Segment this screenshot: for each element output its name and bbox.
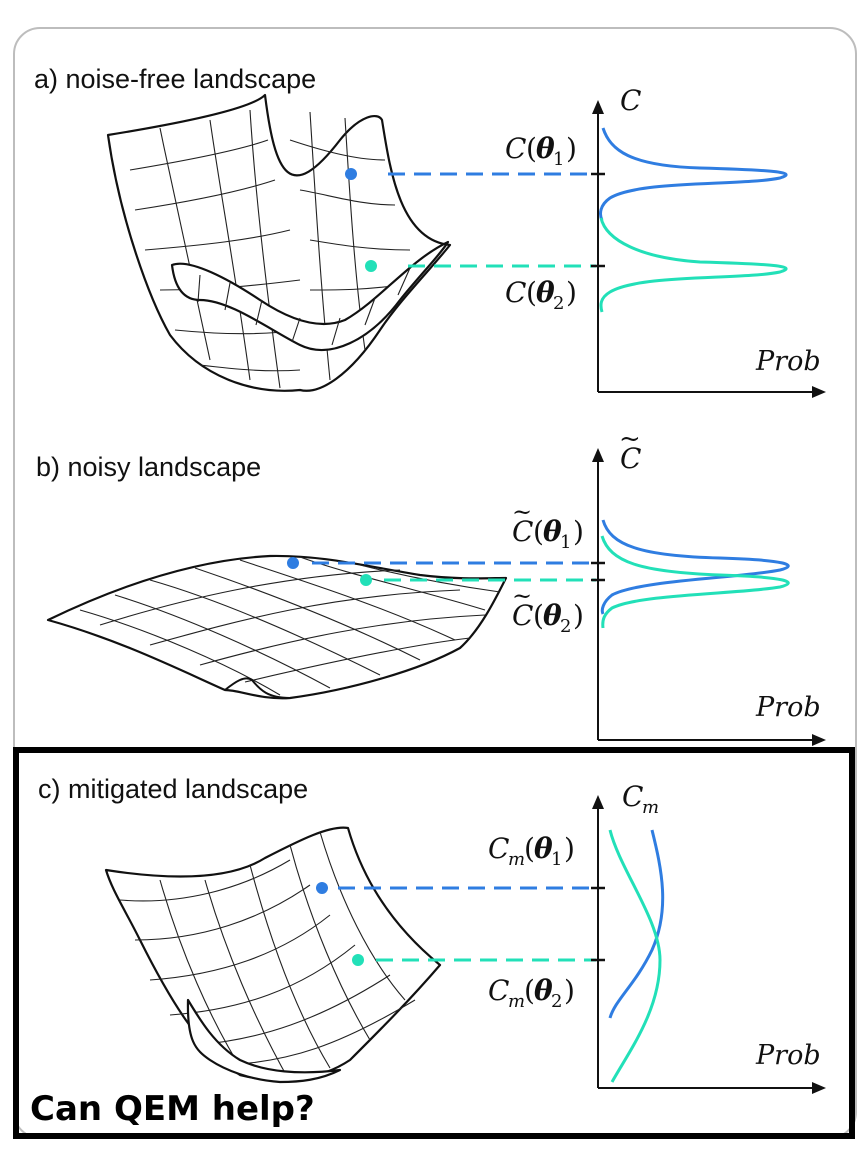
panel-c-theta2-curve — [608, 829, 662, 1083]
svg-text:θ: θ — [536, 132, 555, 165]
svg-text:): ) — [564, 974, 575, 1007]
panel-c-theta2-label: C m ( θ 2 ) — [488, 974, 575, 1012]
svg-text:(: ( — [526, 276, 537, 309]
panel-b-theta1-curve — [600, 519, 790, 615]
panel-b-label: b) noisy landscape — [36, 452, 261, 482]
svg-text:C: C — [512, 599, 533, 632]
panel-c-x-arrow — [812, 1082, 826, 1094]
panel-c-surface — [104, 826, 442, 1084]
panel-a-axis-symbol: C — [620, 84, 641, 117]
panel-b-surface — [46, 554, 508, 700]
panel-b-x-arrow — [812, 734, 826, 746]
panel-a-theta2-label: C ( θ 2 ) — [505, 276, 577, 314]
panel-a-theta1-label: C ( θ 1 ) — [505, 132, 577, 170]
svg-text:(: ( — [524, 832, 535, 865]
panel-a-theta2-curve — [599, 217, 788, 313]
panel-c: c) mitigated landscape — [30, 774, 826, 1129]
svg-text:(: ( — [533, 599, 544, 632]
panel-a-x-label: Prob — [755, 346, 821, 377]
panel-b-y-arrow — [592, 448, 604, 462]
svg-text:C: C — [505, 132, 526, 165]
panel-b-theta1-label: ~ C ( θ 1 ) — [512, 498, 584, 553]
svg-text:2: 2 — [551, 991, 562, 1012]
svg-text:(: ( — [526, 132, 537, 165]
svg-text:m: m — [642, 797, 659, 818]
svg-text:θ: θ — [543, 599, 562, 632]
panel-c-axis-symbol: C m — [622, 780, 659, 818]
svg-text:θ: θ — [536, 276, 555, 309]
svg-text:): ) — [566, 276, 577, 309]
panel-a-x-arrow — [812, 386, 826, 398]
panel-b-theta2-point — [360, 574, 372, 586]
svg-text:C: C — [512, 515, 533, 548]
svg-text:C: C — [622, 780, 643, 813]
svg-text:1: 1 — [551, 849, 562, 870]
callout-text: Can QEM help? — [30, 1089, 315, 1129]
svg-text:1: 1 — [553, 149, 564, 170]
svg-text:θ: θ — [534, 974, 553, 1007]
panel-a-label: a) noise-free landscape — [34, 64, 316, 94]
svg-text:): ) — [573, 515, 584, 548]
svg-text:C: C — [620, 442, 641, 475]
svg-text:): ) — [566, 132, 577, 165]
panel-b-theta2-label: ~ C ( θ 2 ) — [512, 582, 584, 637]
svg-text:(: ( — [533, 515, 544, 548]
svg-text:2: 2 — [553, 293, 564, 314]
svg-text:~: ~ — [619, 424, 641, 454]
panel-b: b) noisy landscape — [36, 424, 826, 746]
panel-c-theta1-label: C m ( θ 1 ) — [488, 832, 575, 870]
panel-c-theta1-curve — [608, 829, 665, 1019]
svg-text:m: m — [508, 849, 525, 870]
panel-a-theta1-point — [345, 168, 357, 180]
panel-c-label: c) mitigated landscape — [38, 774, 308, 804]
svg-text:(: ( — [524, 974, 535, 1007]
panel-b-theta1-point — [287, 557, 299, 569]
svg-text:C: C — [505, 276, 526, 309]
panel-a: a) noise-free landscape — [34, 64, 826, 398]
panel-a-theta2-point — [365, 260, 377, 272]
svg-text:C: C — [488, 974, 509, 1007]
panel-a-y-arrow — [592, 100, 604, 114]
svg-text:~: ~ — [512, 582, 532, 610]
svg-text:C: C — [488, 832, 509, 865]
panel-b-theta2-curve — [600, 535, 790, 629]
panel-c-theta1-point — [316, 882, 328, 894]
svg-text:m: m — [508, 991, 525, 1012]
svg-text:): ) — [573, 599, 584, 632]
panel-b-x-label: Prob — [755, 692, 821, 723]
svg-text:): ) — [564, 832, 575, 865]
svg-text:~: ~ — [512, 498, 532, 526]
svg-text:2: 2 — [560, 616, 571, 637]
panel-a-theta1-curve — [599, 127, 788, 221]
panel-a-surface — [106, 93, 452, 392]
svg-text:θ: θ — [543, 515, 562, 548]
panel-c-y-arrow — [592, 795, 604, 809]
panel-c-theta2-point — [352, 954, 364, 966]
svg-text:1: 1 — [560, 532, 571, 553]
panel-b-axis-symbol: ~ C — [619, 424, 641, 475]
panel-c-x-label: Prob — [755, 1040, 821, 1071]
highlight-frame — [13, 747, 855, 1139]
svg-text:θ: θ — [534, 832, 553, 865]
